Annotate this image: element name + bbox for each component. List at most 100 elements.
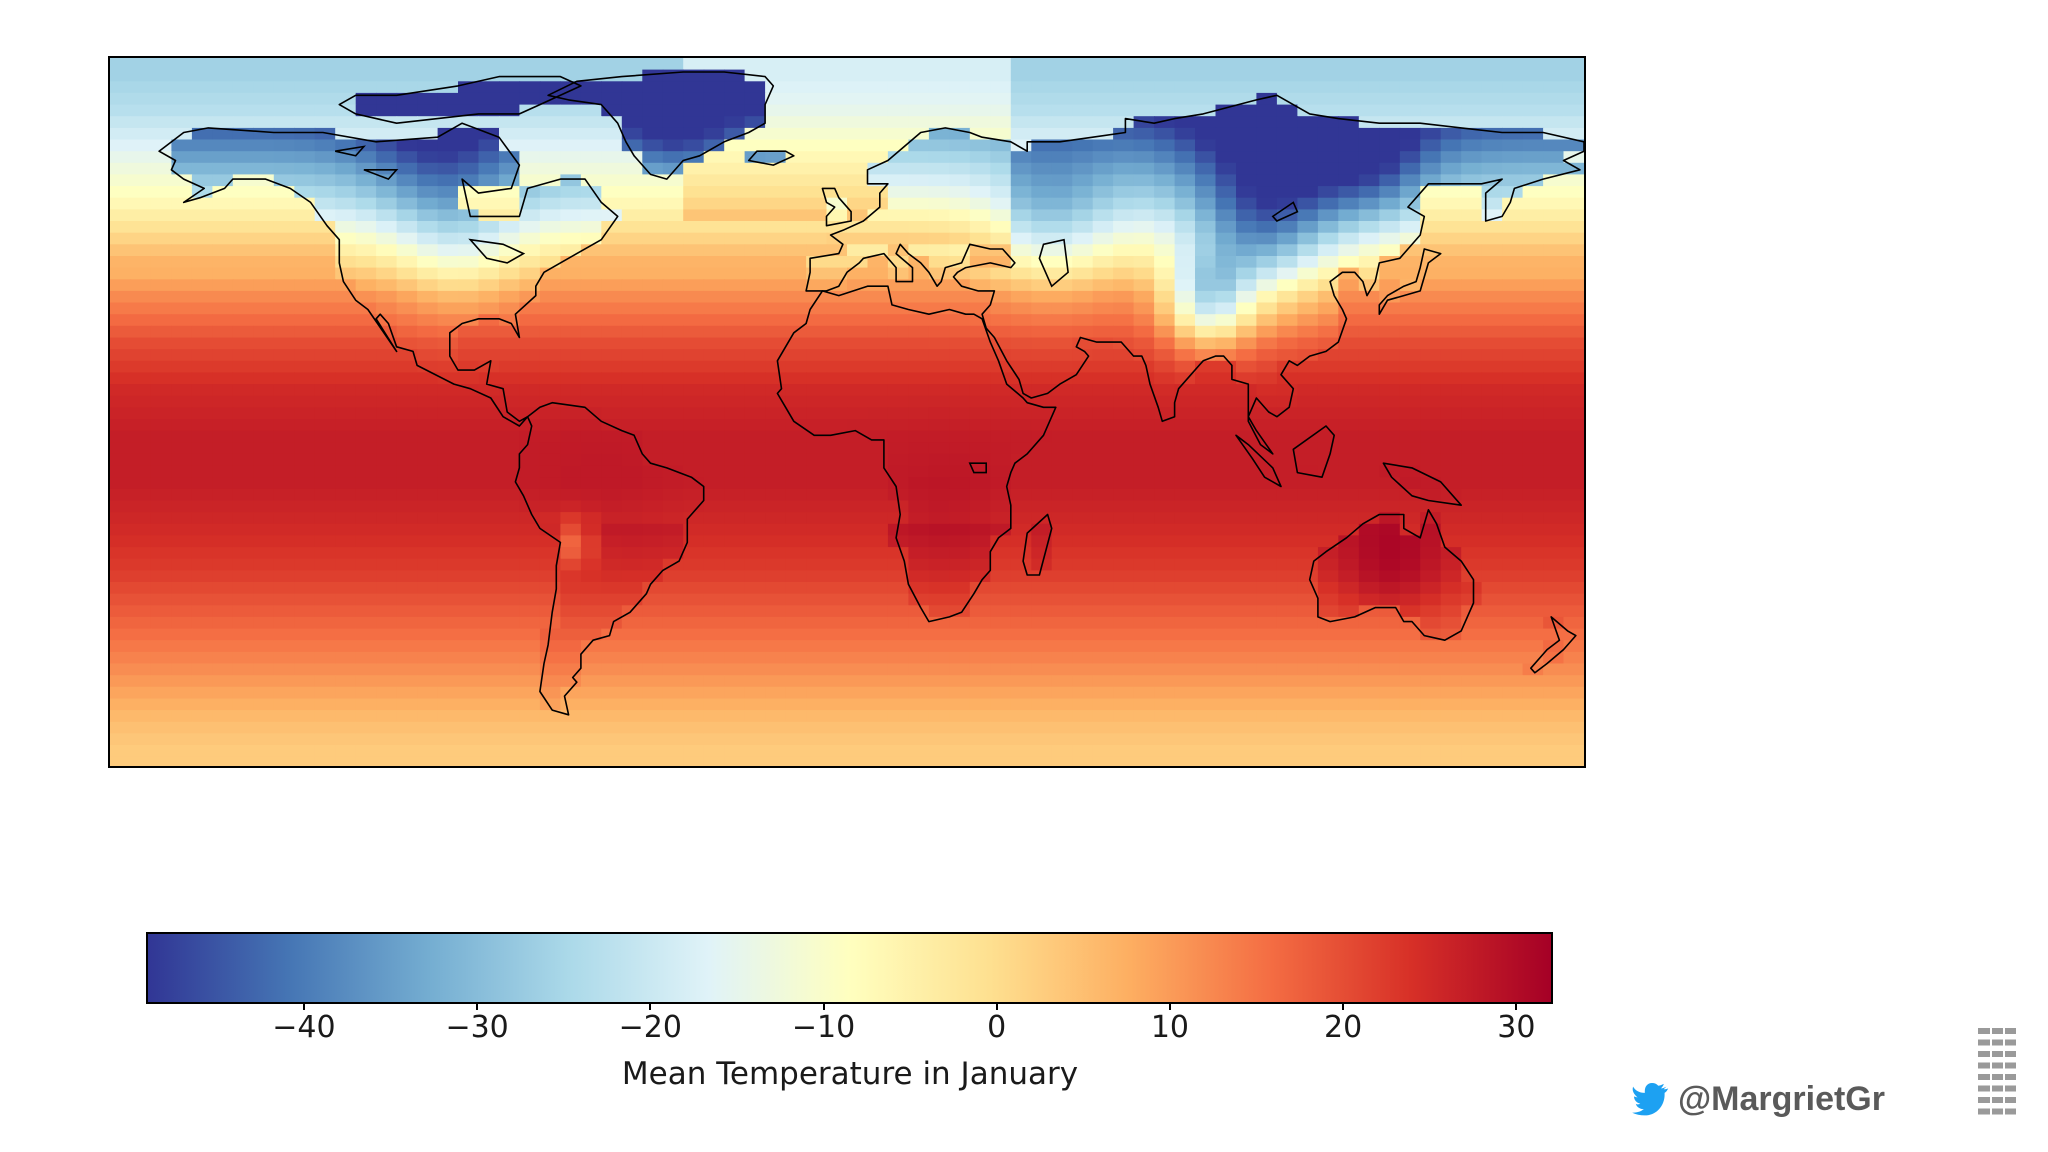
heatmap-cell [1276, 407, 1298, 420]
heatmap-cell [1092, 616, 1114, 630]
heatmap-cell [1502, 92, 1524, 106]
heatmap-cell [703, 290, 725, 304]
heatmap-cell [1399, 116, 1421, 129]
heatmap-cell [1399, 430, 1421, 443]
heatmap-cell [376, 221, 398, 234]
heatmap-cell [1113, 209, 1135, 222]
heatmap-cell [1276, 81, 1298, 94]
heatmap-cell [1338, 675, 1360, 688]
heatmap-cell [294, 256, 316, 269]
heatmap-cell [785, 58, 807, 71]
heatmap-cell [253, 453, 275, 467]
heatmap-cell [396, 267, 418, 280]
heatmap-cell [1031, 465, 1053, 478]
heatmap-cell [539, 663, 561, 676]
heatmap-cell [1420, 302, 1442, 315]
heatmap-cell [1522, 453, 1544, 467]
heatmap-cell [1502, 209, 1524, 222]
heatmap-cell [191, 290, 213, 304]
heatmap-cell [1399, 523, 1421, 536]
heatmap-cell [335, 116, 357, 129]
heatmap-cell [110, 360, 132, 373]
heatmap-cell [273, 186, 295, 199]
heatmap-cell [1051, 302, 1073, 315]
heatmap-cell [1461, 232, 1483, 245]
heatmap-cell [1379, 104, 1401, 117]
heatmap-cell [458, 302, 480, 315]
heatmap-cell [171, 616, 193, 630]
heatmap-cell [1195, 651, 1217, 665]
heatmap-cell [601, 558, 623, 571]
heatmap-cell [437, 605, 459, 618]
heatmap-cell [499, 512, 521, 525]
heatmap-cell [642, 127, 664, 141]
heatmap-cell [1092, 663, 1114, 676]
heatmap-cell [1461, 477, 1483, 490]
heatmap-cell [1236, 325, 1258, 338]
heatmap-cell [724, 221, 746, 234]
heatmap-cell [1236, 81, 1258, 94]
heatmap-cell [355, 104, 377, 117]
heatmap-cell [478, 442, 500, 455]
heatmap-cell [908, 616, 930, 630]
heatmap-cell [171, 349, 193, 362]
heatmap-cell [1563, 337, 1584, 350]
heatmap-cell [744, 686, 766, 699]
heatmap-cell [1051, 325, 1073, 338]
heatmap-cell [171, 465, 193, 478]
heatmap-cell [314, 337, 336, 350]
heatmap-cell [273, 162, 295, 175]
heatmap-cell [683, 419, 705, 432]
heatmap-cell [1317, 535, 1339, 548]
heatmap-cell [1276, 756, 1298, 766]
heatmap-cell [1420, 430, 1442, 443]
heatmap-cell [580, 58, 602, 71]
heatmap-cell [785, 267, 807, 280]
heatmap-cell [1215, 384, 1237, 397]
heatmap-cell [1031, 523, 1053, 536]
heatmap-cell [601, 81, 623, 94]
heatmap-cell [724, 675, 746, 688]
heatmap-cell [294, 535, 316, 548]
heatmap-cell [642, 605, 664, 618]
heatmap-cell [826, 465, 848, 478]
heatmap-cell [376, 477, 398, 490]
heatmap-cell [969, 675, 991, 688]
heatmap-cell [314, 58, 336, 71]
heatmap-cell [130, 337, 152, 350]
heatmap-cell [478, 453, 500, 467]
heatmap-cell [724, 349, 746, 362]
heatmap-cell [642, 453, 664, 467]
heatmap-cell [580, 710, 602, 723]
heatmap-cell [969, 349, 991, 362]
heatmap-cell [1215, 628, 1237, 641]
colorbar-tick-label: −30 [445, 1010, 509, 1045]
heatmap-cell [130, 81, 152, 94]
heatmap-cell [273, 453, 295, 467]
heatmap-cell [294, 756, 316, 766]
heatmap-cell [191, 686, 213, 699]
heatmap-cell [1481, 395, 1503, 408]
heatmap-cell [1113, 407, 1135, 420]
heatmap-cell [1338, 745, 1360, 758]
heatmap-cell [191, 314, 213, 327]
heatmap-cell [928, 360, 950, 373]
heatmap-cell [765, 651, 787, 665]
heatmap-cell [1420, 547, 1442, 560]
heatmap-cell [1420, 523, 1442, 536]
colorbar-tick [995, 1002, 998, 1010]
heatmap-cell [1317, 698, 1339, 711]
heatmap-cell [1543, 186, 1565, 199]
heatmap-cell [1461, 640, 1483, 653]
heatmap-cell [273, 523, 295, 536]
heatmap-cell [232, 104, 254, 117]
heatmap-cell [110, 558, 132, 571]
heatmap-cell [478, 407, 500, 420]
heatmap-cell [1317, 651, 1339, 665]
heatmap-cell [765, 419, 787, 432]
heatmap-cell [601, 92, 623, 106]
heatmap-cell [621, 570, 643, 583]
heatmap-cell [1072, 372, 1094, 385]
heatmap-cell [232, 453, 254, 467]
heatmap-cell [253, 314, 275, 327]
